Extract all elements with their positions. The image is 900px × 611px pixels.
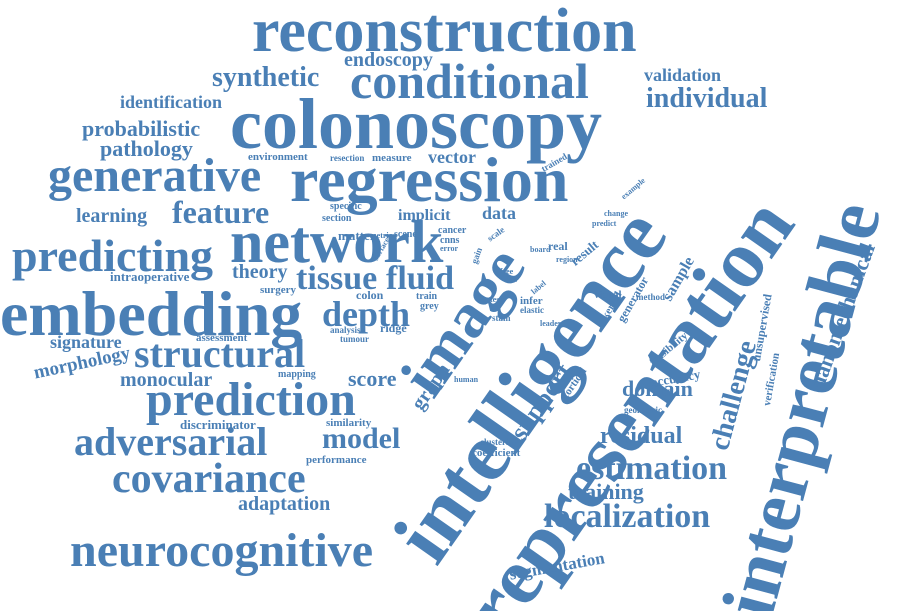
word-section: section: [322, 213, 352, 224]
word-measure: measure: [372, 152, 412, 164]
word-human: human: [454, 375, 479, 384]
word-embedding: embedding: [0, 278, 303, 349]
word-tumour: tumour: [340, 334, 369, 344]
word-test: test: [490, 295, 502, 304]
word-change: change: [604, 209, 628, 218]
word-resection: resection: [330, 153, 365, 163]
word-assessment: assessment: [196, 332, 248, 344]
word-network: network: [230, 209, 444, 275]
word-score: score: [348, 366, 397, 391]
word-fluid: fluid: [386, 260, 455, 297]
word-colon: colon: [356, 288, 384, 302]
word-ridge: ridge: [380, 321, 407, 335]
word-conditional: conditional: [350, 53, 589, 109]
word-data: data: [482, 203, 517, 223]
word-few: few: [506, 275, 518, 284]
word-feature: feature: [172, 194, 270, 230]
word-clustering: clustering: [480, 437, 518, 447]
word-metric: metric: [370, 231, 393, 240]
word-estimation: estimation: [576, 450, 728, 487]
word-infer: infer: [520, 295, 543, 307]
word-prediction: prediction: [146, 373, 356, 426]
word-individual: individual: [646, 83, 768, 114]
word-neurocognitive: neurocognitive: [70, 524, 374, 577]
word-monocular: monocular: [120, 369, 213, 391]
word-matter: matter: [338, 228, 376, 243]
word-endoscopy: endoscopy: [344, 49, 433, 71]
word-predict: predict: [592, 219, 617, 228]
word-learning: learning: [76, 205, 148, 227]
word-structural: structural: [134, 331, 306, 376]
word-geometric: geometric: [624, 405, 662, 415]
word-adversarial: adversarial: [74, 419, 268, 464]
word-surgery: surgery: [260, 284, 297, 296]
word-method: method: [636, 292, 665, 302]
word-leader: leader: [540, 319, 562, 328]
word-scale: scale: [485, 224, 507, 244]
word-cnns: cnns: [440, 235, 460, 246]
word-scene: scene: [394, 229, 417, 240]
word-identification: identification: [120, 92, 222, 112]
word-performance: performance: [306, 454, 367, 466]
word-pathology: pathology: [100, 136, 193, 161]
word-vector: vector: [428, 147, 476, 167]
word-real: real: [548, 239, 568, 253]
word-residual: residual: [600, 423, 683, 449]
word-generative: generative: [48, 149, 262, 202]
word-implicit: implicit: [398, 207, 451, 224]
word-domain: domain: [622, 376, 693, 401]
word-grey: grey: [420, 301, 439, 312]
word-mapping: mapping: [278, 369, 316, 380]
word-error: error: [440, 244, 459, 253]
word-region: region: [556, 255, 578, 264]
word-cancer: cancer: [438, 225, 467, 236]
word-synthetic: synthetic: [212, 62, 320, 93]
word-theory: theory: [232, 261, 288, 283]
word-regression: regression: [290, 144, 569, 215]
word-training: training: [568, 479, 644, 504]
word-visual: visual: [594, 289, 622, 301]
word-environment: environment: [248, 151, 308, 163]
word-similarity: similarity: [326, 417, 372, 429]
word-intraoperative: intraoperative: [110, 269, 190, 284]
word-covariance: covariance: [112, 456, 306, 502]
word-reconstruction: reconstruction: [252, 0, 637, 65]
word-signature: signature: [50, 332, 122, 352]
word-discriminator: discriminator: [180, 417, 256, 432]
word-stain: stain: [492, 313, 511, 323]
word-predicting: predicting: [12, 230, 214, 281]
word-localization: localization: [544, 498, 711, 535]
word-adaptation: adaptation: [238, 493, 331, 515]
word-free: free: [500, 267, 514, 276]
word-validation: validation: [644, 65, 722, 85]
word-colonoscopy: colonoscopy: [230, 84, 603, 164]
word-elastic: elastic: [520, 305, 544, 315]
word-tissue: tissue: [296, 260, 378, 297]
word-coefficient: coefficient: [472, 447, 521, 459]
word-board: board: [530, 245, 551, 254]
word-model: model: [322, 422, 401, 455]
word-analysis: analysis: [330, 325, 361, 335]
word-example: example: [619, 175, 647, 202]
word-probabilistic: probabilistic: [82, 116, 201, 141]
word-depth: depth: [322, 294, 411, 334]
word-train: train: [416, 291, 438, 302]
word-specific: specific: [330, 201, 362, 212]
